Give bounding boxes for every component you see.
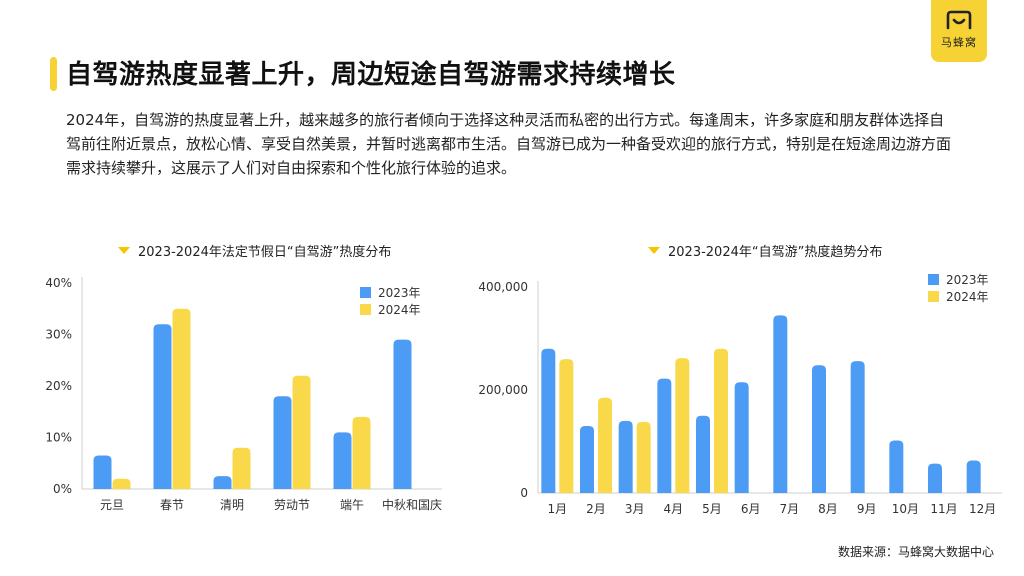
bar-2024年-劳动节 — [292, 375, 311, 489]
bar-2024年-春节 — [172, 308, 191, 489]
bar-2023年-2月 — [580, 426, 594, 493]
data-source: 数据来源：马蜂窝大数据中心 — [837, 545, 994, 559]
bar-2023年-春节 — [153, 324, 172, 489]
bar-2024年-4月 — [675, 358, 690, 493]
legend-swatch — [928, 274, 939, 285]
bar-2023年-12月 — [966, 460, 981, 493]
chart2-title: 2023-2024年“自驾游”热度趋势分布 — [668, 245, 883, 260]
x-tick-label: 10月 — [892, 502, 919, 516]
bar-2024年-清明 — [232, 447, 251, 489]
bar-2023年-中秋和国庆 — [393, 339, 412, 489]
x-tick-label: 5月 — [702, 502, 722, 516]
chart1-title-row: 2023-2024年法定节假日“自驾游”热度分布 — [118, 241, 391, 260]
chart1-svg: 0% 10% 20% 30% 40% 元旦 春节 清明 劳动节 端午 中秋和国庆 2023年 2024年 — [45, 276, 442, 512]
x-tick-label: 1月 — [548, 502, 568, 516]
title-accent-bar — [50, 57, 57, 91]
bar-2023年-8月 — [812, 365, 826, 493]
bar-2023年-端午 — [333, 432, 352, 489]
logo: 马蜂窝 — [931, 0, 987, 62]
y-tick-label: 0% — [53, 482, 72, 496]
bar-2023年-4月 — [657, 378, 672, 493]
bar-2023年-劳动节 — [273, 396, 292, 489]
y-tick-label: 40% — [45, 276, 72, 290]
page-title: 自驾游热度显著上升，周边短途自驾游需求持续增长 — [66, 60, 676, 90]
bar-2024年-端午 — [352, 416, 371, 489]
triangle-marker-icon — [118, 247, 130, 254]
x-tick-label: 端午 — [340, 498, 364, 512]
bar-2023年-元旦 — [93, 455, 112, 489]
x-tick-label: 4月 — [664, 502, 684, 516]
mafengwo-logo-icon — [946, 10, 972, 30]
y-tick-label: 400,000 — [478, 280, 528, 294]
chart2-title-row: 2023-2024年“自驾游”热度趋势分布 — [648, 241, 882, 260]
logo-text: 马蜂窝 — [941, 36, 977, 49]
legend-swatch — [360, 304, 371, 315]
bar-2023年-7月 — [773, 315, 788, 493]
bar-2023年-3月 — [618, 420, 633, 493]
bar-2023年-清明 — [213, 476, 232, 489]
bar-2023年-6月 — [734, 382, 749, 493]
x-tick-label: 8月 — [818, 502, 838, 516]
x-tick-label: 春节 — [160, 498, 184, 512]
bar-2023年-1月 — [541, 348, 556, 493]
x-tick-label: 元旦 — [100, 498, 124, 512]
x-tick-label: 劳动节 — [274, 498, 310, 512]
x-tick-label: 2月 — [586, 502, 606, 516]
x-tick-label: 3月 — [625, 502, 645, 516]
bar-2024年-元旦 — [112, 478, 131, 489]
x-tick-label: 9月 — [857, 502, 877, 516]
x-tick-label: 11月 — [930, 502, 957, 516]
bar-2023年-5月 — [696, 415, 710, 493]
page-description: 2024年，自驾游的热度显著上升，越来越多的旅行者倾向于选择这种灵活而私密的出行… — [66, 111, 952, 177]
legend-label: 2024年 — [378, 303, 421, 317]
y-tick-label: 200,000 — [478, 383, 528, 397]
x-tick-label: 清明 — [220, 498, 244, 512]
legend-swatch — [360, 287, 371, 298]
y-tick-label: 20% — [45, 379, 72, 393]
chart1-title: 2023-2024年法定节假日“自驾游”热度分布 — [138, 245, 392, 260]
triangle-marker-icon — [648, 247, 660, 254]
legend-label: 2024年 — [946, 290, 989, 304]
legend-label: 2023年 — [946, 273, 989, 287]
bar-2023年-10月 — [889, 440, 904, 493]
y-tick-label: 10% — [45, 431, 72, 445]
bar-2024年-3月 — [636, 421, 651, 493]
bar-2024年-1月 — [559, 359, 574, 493]
chart2-svg: 0 200,000 400,000 1月 2月 3月 4月 5月 6月 7月 8月 9月 10月 11月 1… — [478, 273, 1002, 516]
x-tick-label: 12月 — [969, 502, 996, 516]
bar-2023年-9月 — [850, 361, 865, 493]
y-tick-label: 30% — [45, 328, 72, 342]
legend-label: 2023年 — [378, 286, 421, 300]
x-tick-label: 中秋和国庆 — [382, 497, 442, 512]
x-tick-label: 7月 — [780, 502, 800, 516]
y-tick-label: 0 — [520, 486, 528, 500]
bar-2024年-5月 — [714, 348, 728, 493]
x-tick-label: 6月 — [741, 502, 761, 516]
bar-2024年-2月 — [598, 397, 612, 493]
legend-swatch — [928, 291, 939, 302]
bar-2023年-11月 — [928, 463, 942, 493]
